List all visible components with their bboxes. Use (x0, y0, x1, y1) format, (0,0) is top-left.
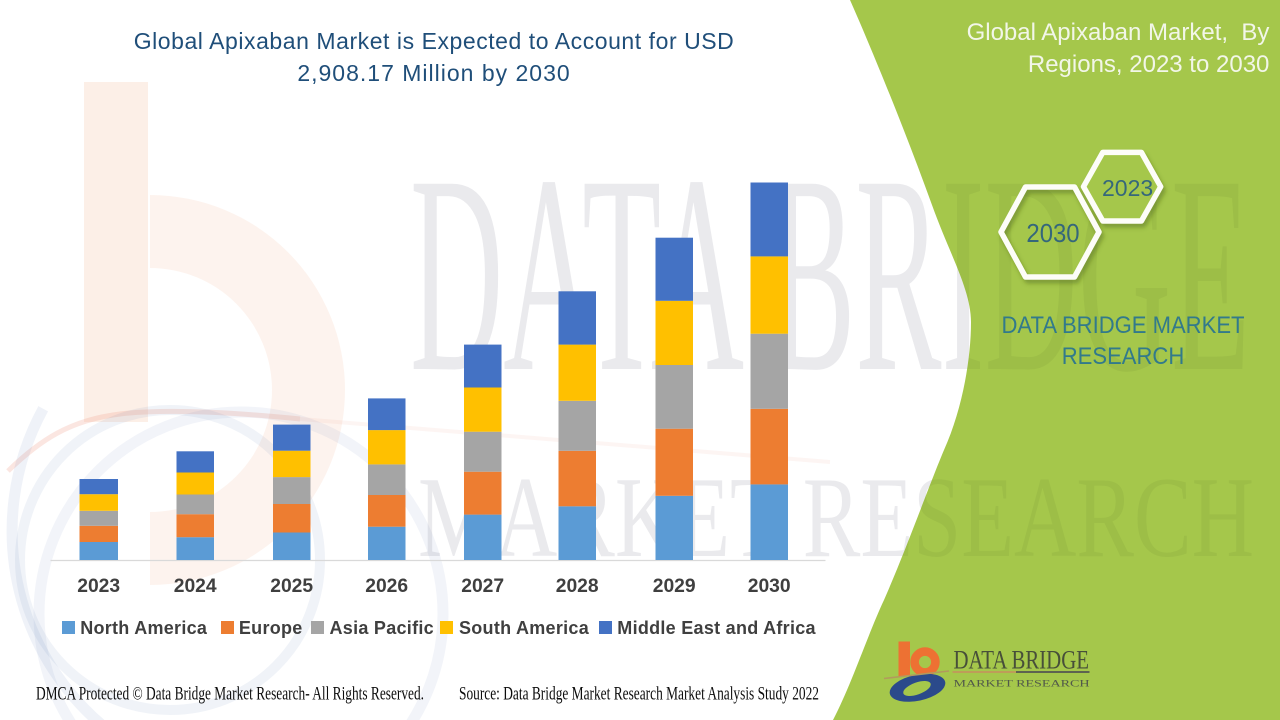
svg-text:DATA BRIDGE: DATA BRIDGE (954, 646, 1090, 675)
svg-text:DMCA Protected © Data Bridge M: DMCA Protected © Data Bridge Market Rese… (36, 684, 424, 705)
svg-text:MARKET RESEARCH: MARKET RESEARCH (954, 679, 1091, 689)
svg-text:Source: Data Bridge Market Res: Source: Data Bridge Market Research Mark… (459, 684, 819, 705)
